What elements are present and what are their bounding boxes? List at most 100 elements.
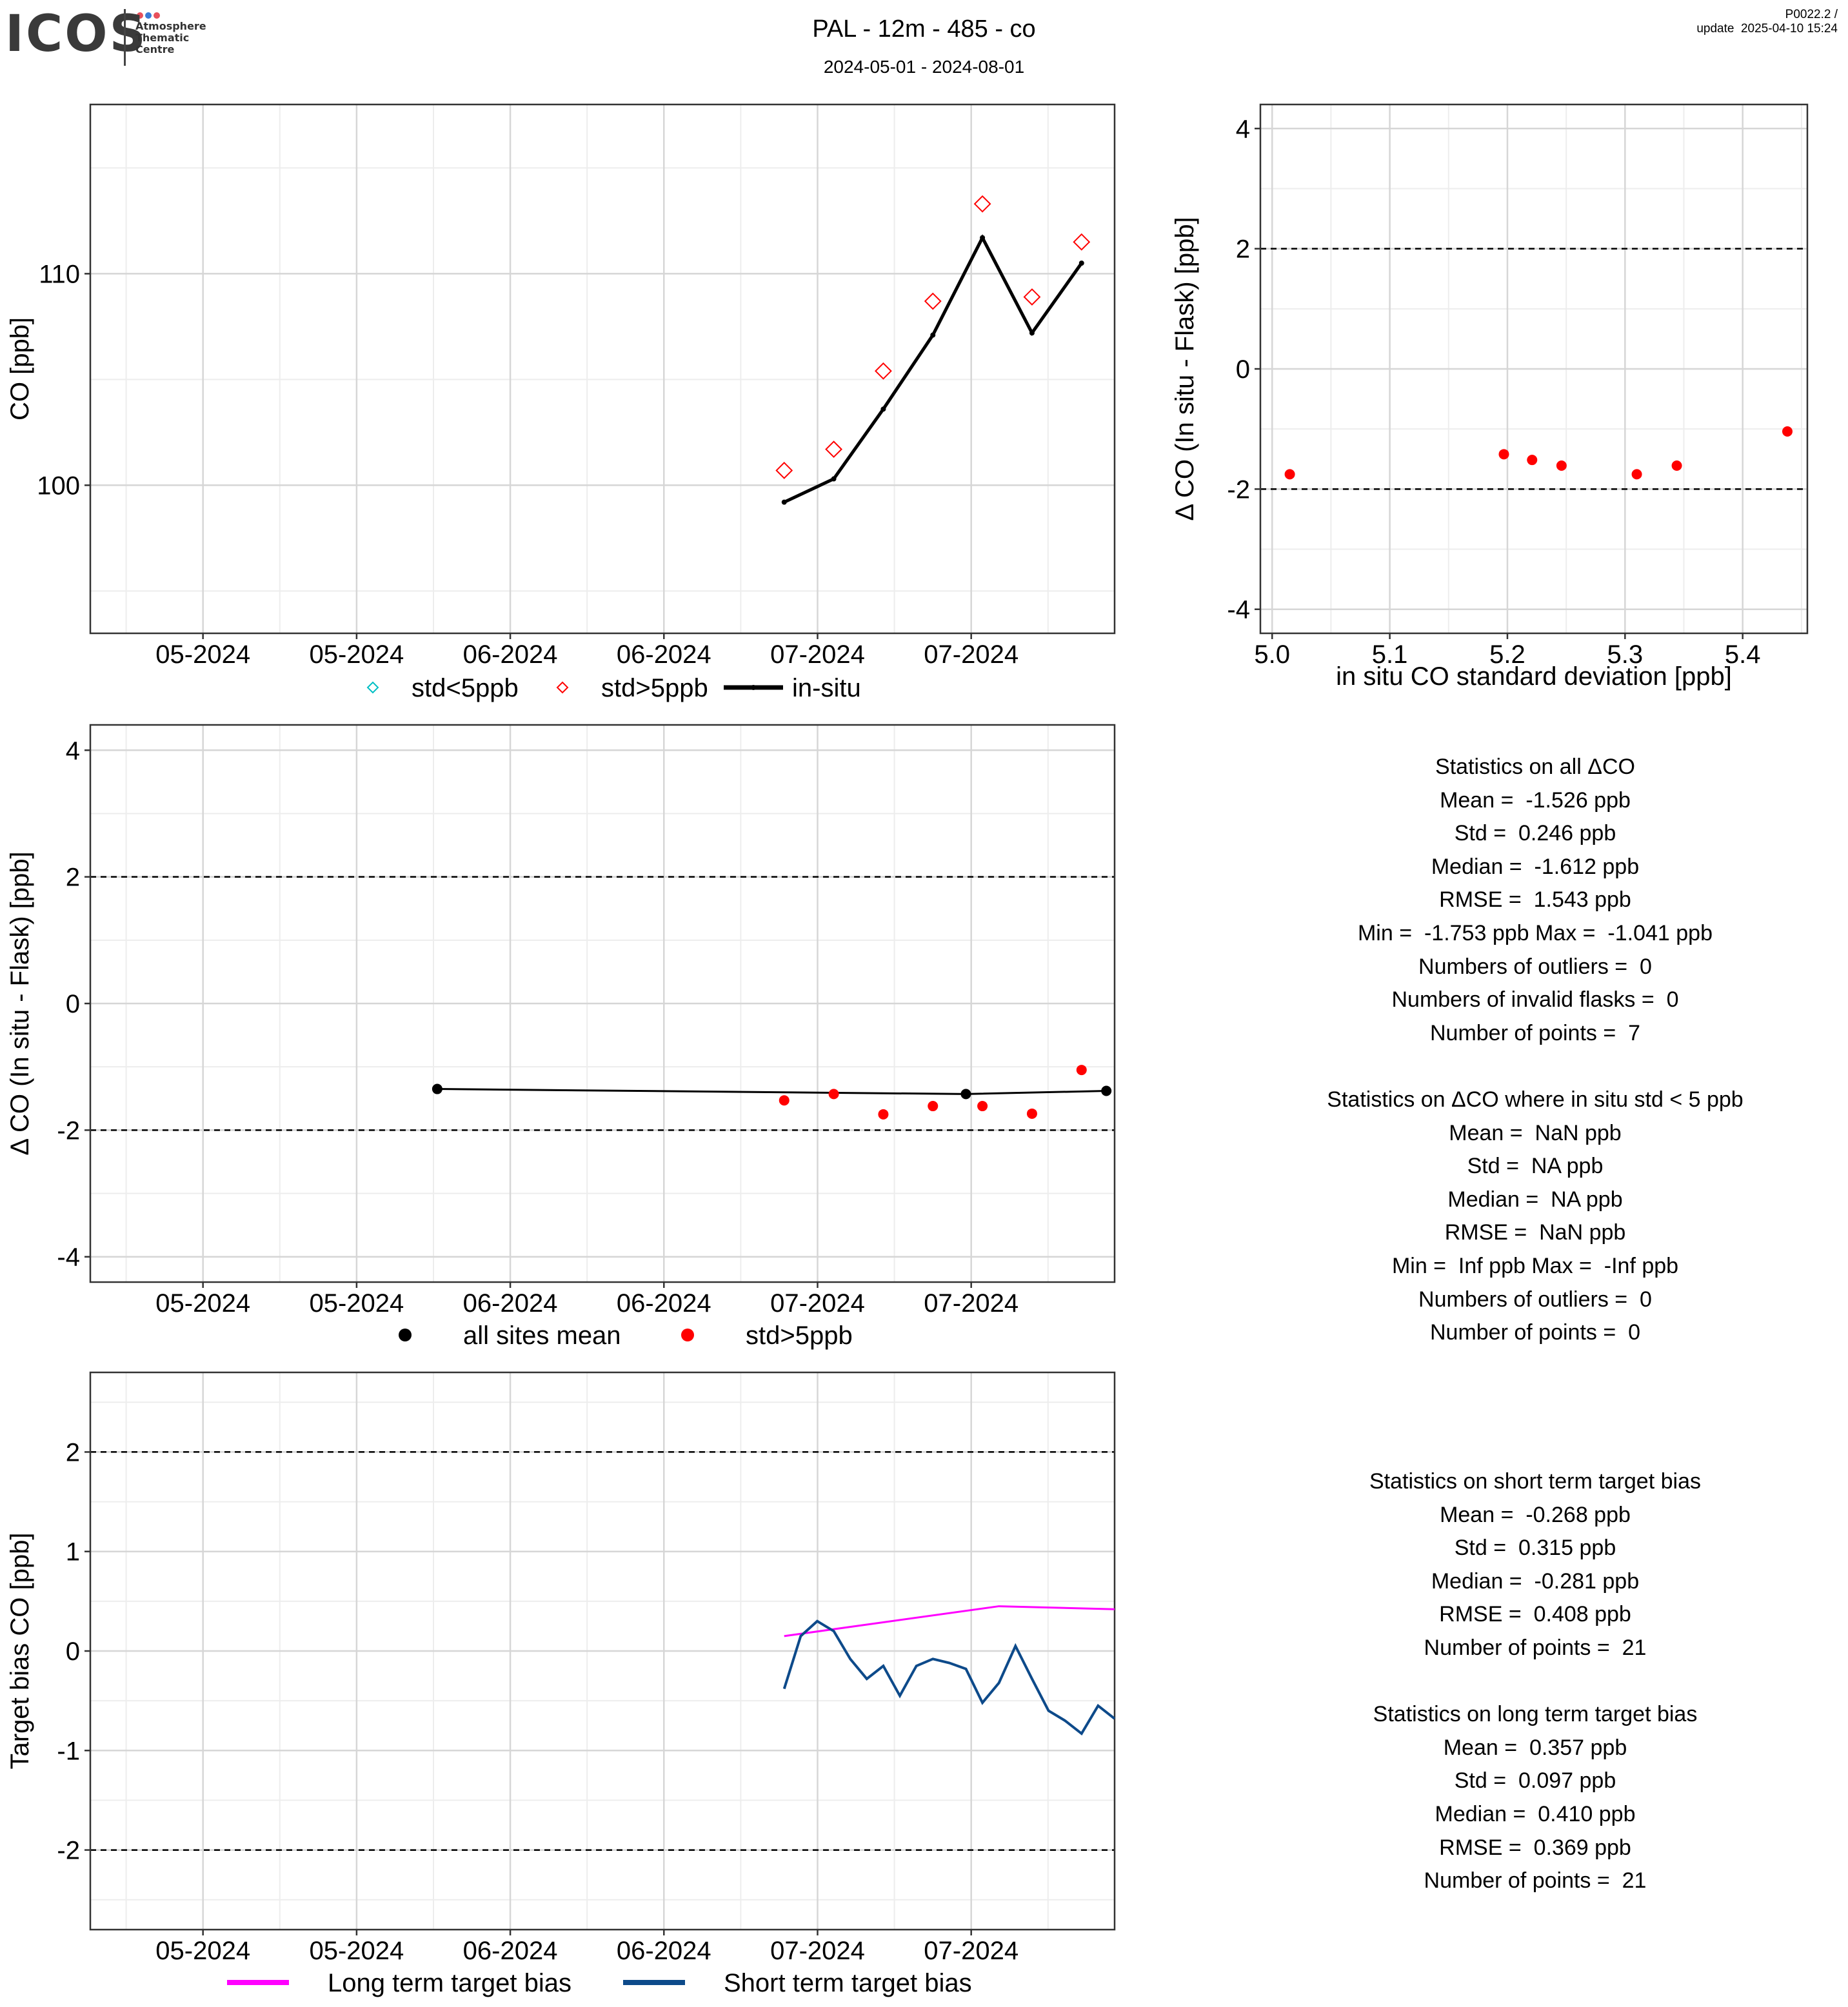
stats-line: Mean = NaN ppb — [1449, 1120, 1622, 1145]
delta-point-std-high — [1782, 426, 1793, 437]
y-tick-label: 4 — [66, 737, 80, 765]
insitu-point — [781, 499, 787, 505]
stats-line: Min = Inf ppb Max = -Inf ppb — [1391, 1253, 1679, 1278]
y-axis-label: CO [ppb] — [6, 317, 34, 420]
stats-spacer — [1264, 1665, 1806, 1699]
delta-point-std-high — [1498, 449, 1509, 460]
delta-point-std-high — [977, 1101, 988, 1112]
stats-line: RMSE = 0.369 ppb — [1439, 1835, 1631, 1860]
plot-border — [89, 103, 1116, 635]
stats-line: Mean = -0.268 ppb — [1440, 1502, 1631, 1527]
legend-co: std<5ppb std>5ppb in-situ — [366, 674, 861, 702]
all-sites-mean-point — [432, 1083, 442, 1094]
y-tick-label: 2 — [66, 1438, 80, 1467]
delta-point-std-high — [1671, 460, 1682, 471]
flask-point-std-high — [973, 195, 991, 213]
x-tick-label: 07-2024 — [770, 1937, 865, 1965]
x-tick-label: 06-2024 — [617, 1937, 711, 1965]
stats-line: Number of points = 21 — [1424, 1635, 1647, 1660]
x-tick-label: 07-2024 — [770, 1289, 865, 1318]
stats-spacer — [1264, 1050, 1806, 1083]
flask-point-std-high — [1023, 288, 1041, 306]
stats-line: Numbers of outliers = 0 — [1418, 1287, 1652, 1312]
delta-point-std-high — [1527, 455, 1538, 466]
stats-line: Statistics on ΔCO where in situ std < 5 … — [1327, 1087, 1744, 1112]
y-tick-label: -2 — [1227, 475, 1250, 504]
insitu-point — [980, 235, 986, 241]
y-tick-label: 0 — [1236, 355, 1250, 384]
short-term-bias-line — [782, 1619, 1116, 1736]
version-line: P0022.2 / — [1785, 8, 1838, 21]
y-tick-label: -2 — [57, 1116, 80, 1145]
stats-line: Std = 0.315 ppb — [1454, 1536, 1616, 1561]
legend-label-all-sites-mean: all sites mean — [463, 1321, 621, 1350]
stats-line: Statistics on short term target bias — [1369, 1469, 1701, 1494]
y-axis-label: Δ CO (In situ - Flask) [ppb] — [1171, 217, 1199, 520]
logo-dot — [154, 12, 160, 19]
x-tick-label: 07-2024 — [770, 640, 865, 669]
y-tick-label: -1 — [57, 1737, 80, 1765]
logo-subtitle-line: Atmosphere — [135, 20, 206, 32]
stats-line: Std = NA ppb — [1467, 1154, 1604, 1179]
y-tick-label: 2 — [1236, 235, 1250, 264]
x-tick-label: 5.4 — [1725, 640, 1761, 669]
x-tick-label: 5.1 — [1372, 640, 1408, 669]
delta-point-std-high — [1556, 460, 1567, 471]
delta-point-std-high — [1026, 1108, 1037, 1119]
x-tick-label: 06-2024 — [617, 640, 711, 669]
plot-background — [90, 104, 1115, 633]
stats-line: RMSE = 1.543 ppb — [1439, 887, 1631, 913]
insitu-point — [880, 406, 886, 412]
long-term-bias-line — [784, 1605, 1115, 1637]
x-tick-label: 05-2024 — [155, 1289, 250, 1318]
icos-logo: ICOS — [5, 5, 148, 63]
legend-key-insitu-point — [751, 685, 756, 690]
flask-point-std-high — [775, 462, 793, 479]
x-tick-label: 07-2024 — [924, 640, 1018, 669]
page-title: PAL - 12m - 485 - co — [812, 15, 1036, 43]
chart-delta-vs-std: -4 -2 0 2 4 5.0 5.1 5.2 5.3 5.4 Δ CO (In situ - Fl… — [1171, 103, 1809, 691]
legend-label-std-low: std<5ppb — [412, 674, 519, 702]
flask-point-std-high — [875, 362, 892, 380]
stats-line: Number of points = 0 — [1429, 1320, 1640, 1345]
delta-point-std-high — [1631, 469, 1642, 480]
x-tick-label: 05-2024 — [155, 1937, 250, 1965]
chart-delta-timeseries: -4 -2 0 2 4 05-2024 05-2024 06-2024 06-2024 07-20… — [6, 724, 1116, 1318]
x-tick-label: 05-2024 — [155, 640, 250, 669]
logo-subtitle-line: Centre — [135, 43, 175, 55]
legend-key-std-high — [556, 681, 569, 694]
y-axis-label: Δ CO (In situ - Flask) [ppb] — [6, 851, 34, 1155]
x-tick-label: 06-2024 — [463, 1937, 558, 1965]
flask-point-std-high — [825, 440, 842, 459]
x-tick-label: 5.0 — [1254, 640, 1290, 669]
y-tick-label: 4 — [1236, 115, 1250, 143]
y-tick-label: 0 — [66, 990, 80, 1018]
stats-line: Mean = 0.357 ppb — [1443, 1735, 1627, 1760]
delta-point-std-high — [828, 1089, 839, 1100]
legend-label-std-high: std>5ppb — [746, 1321, 853, 1350]
version-info: P0022.2 / update 2025-04-10 15:24 — [1451, 8, 1838, 36]
y-tick-label: 110 — [39, 260, 80, 288]
logo-subtitle-line: Thematic — [135, 32, 190, 44]
stats-line: Statistics on all ΔCO — [1435, 755, 1635, 779]
stats-line: Number of points = 21 — [1424, 1868, 1647, 1893]
legend-key-std-low — [366, 681, 379, 694]
update-line: update 2025-04-10 15:24 — [1696, 22, 1838, 35]
stats-line: Statistics on long term target bias — [1373, 1702, 1698, 1727]
stats-line: Median = 0.410 ppb — [1435, 1801, 1636, 1826]
stats-line: Median = -0.281 ppb — [1431, 1568, 1640, 1594]
y-tick-label: -4 — [57, 1243, 80, 1272]
legend-delta: all sites mean std>5ppb — [399, 1321, 853, 1350]
legend-key-all-sites-mean — [399, 1329, 412, 1341]
x-tick-label: 5.2 — [1489, 640, 1525, 669]
insitu-point — [1029, 330, 1035, 336]
stats-line: Median = NA ppb — [1447, 1187, 1623, 1212]
logo-subtitle: Atmosphere Thematic Centre — [135, 21, 206, 55]
x-axis-label: in situ CO standard deviation [ppb] — [1336, 662, 1732, 691]
delta-point-std-high — [1076, 1065, 1087, 1076]
logo-dot — [145, 12, 152, 19]
y-tick-label: 0 — [66, 1637, 80, 1666]
legend-label-std-high: std>5ppb — [601, 674, 708, 702]
all-sites-mean-point — [960, 1089, 971, 1100]
legend-label-long-term: Long term target bias — [328, 1969, 571, 1997]
